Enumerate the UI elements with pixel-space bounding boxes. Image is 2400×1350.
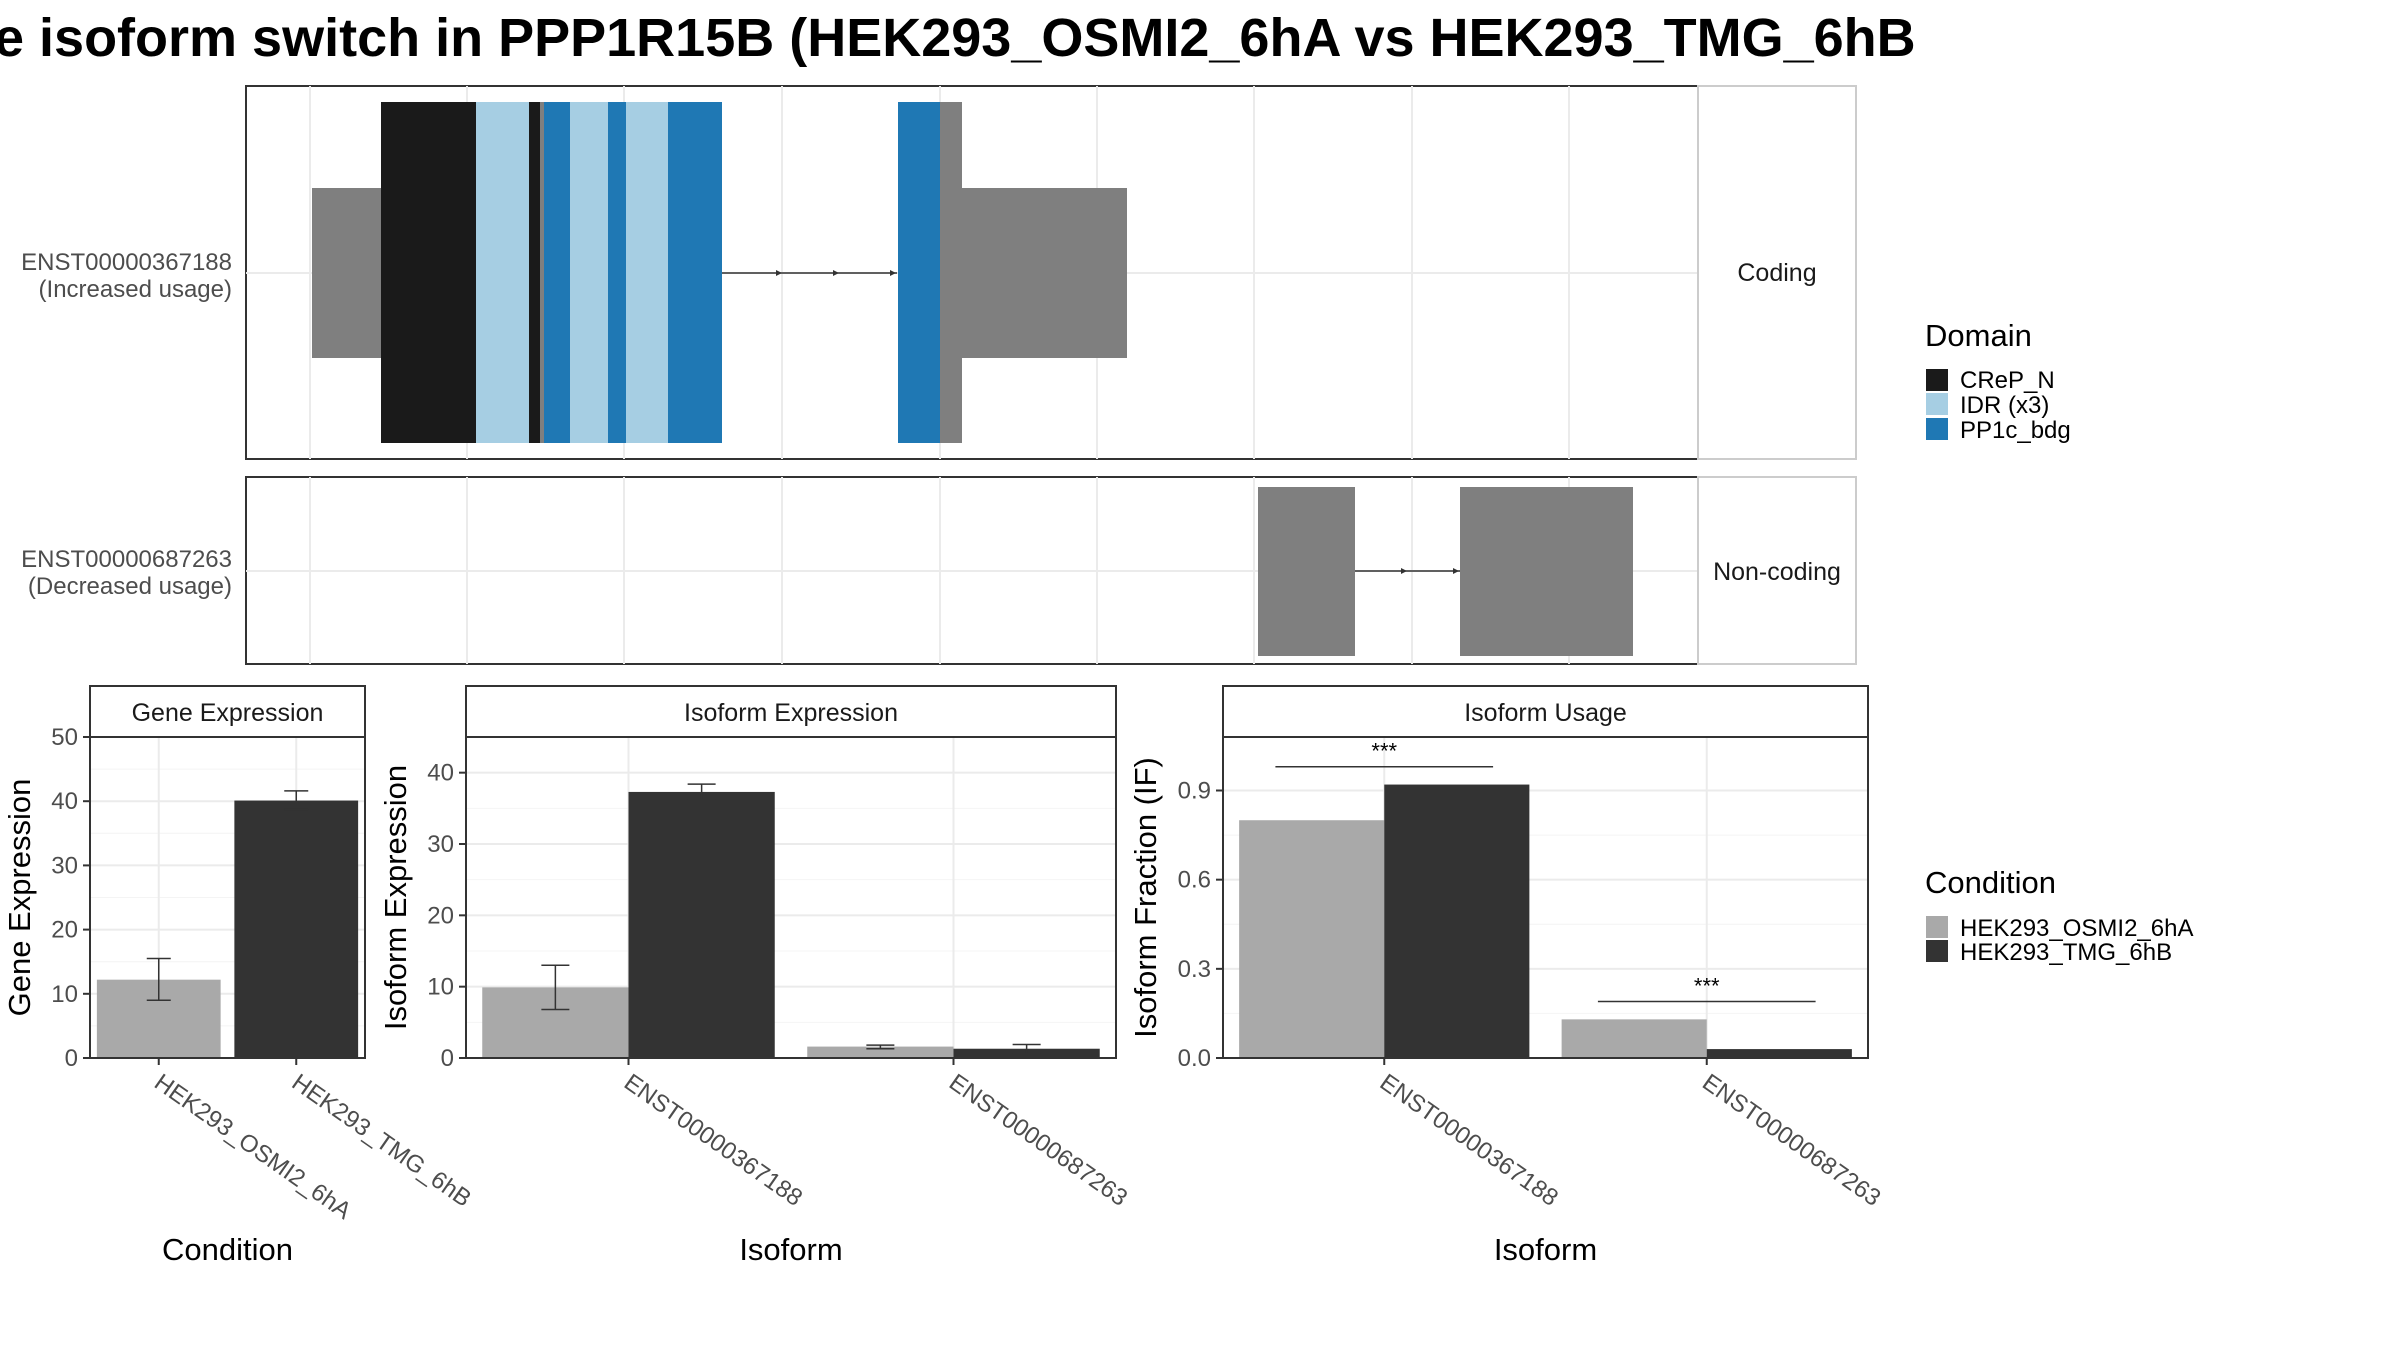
track1-utr5-exon [312, 188, 382, 358]
track2-label-line1: ENST00000687263 [21, 546, 232, 573]
track1-exon-gap [540, 102, 544, 443]
usage-bar [1239, 820, 1385, 1058]
isoform-usage-panel: Isoform Usage 0.0 0.3 0.6 0.9 *** *** ENST00000… [1128, 685, 1886, 1267]
track1-domain-pp1c-2 [608, 102, 626, 443]
isoexp-xtick-label: ENST00000687263 [944, 1069, 1132, 1212]
gene-ytick-label: 0 [65, 1045, 78, 1072]
usage-ytick-label: 0.9 [1178, 778, 1211, 805]
isoexp-ytick-label: 10 [427, 974, 454, 1001]
track1-domain-idr-3 [626, 102, 668, 443]
track1-label-line2: (Increased usage) [39, 276, 232, 303]
legend-swatch-crep [1926, 369, 1948, 391]
gene-strip [89, 685, 366, 738]
usage-xtick-label: ENST00000367188 [1375, 1069, 1563, 1212]
figure-title: e isoform switch in PPP1R15B (HEK293_OSM… [0, 8, 1916, 68]
track1-domain-idr-2 [570, 102, 608, 443]
track2-label-line2: (Decreased usage) [28, 573, 232, 600]
track2-strip [1697, 476, 1857, 665]
gene-xaxis-title: Condition [162, 1232, 293, 1267]
usage-xaxis-title: Isoform [1494, 1232, 1597, 1267]
track1-domain-crep [381, 102, 476, 443]
isoexp-ytick-label: 0 [441, 1045, 454, 1072]
gene-ytick-label: 40 [51, 788, 78, 815]
track1-domain-idr-1 [476, 102, 529, 443]
track-coding: Coding ENST00000367188 (Increased usage) [21, 85, 1857, 460]
gene-strip-title: Gene Expression [132, 699, 324, 727]
isoexp-xtick-label: ENST00000367188 [619, 1069, 807, 1212]
legend-label-idr: IDR (x3) [1960, 392, 2049, 419]
condition-legend-title: Condition [1925, 865, 2056, 900]
isoexp-ytick-label: 30 [427, 831, 454, 858]
usage-ytick-label: 0.3 [1178, 956, 1211, 983]
usage-bar [1706, 1049, 1852, 1058]
track1-domain-crep-tail [529, 102, 540, 443]
track1-intron-arrow-1 [776, 270, 782, 276]
gene-yaxis-title: Gene Expression [2, 779, 37, 1017]
track2-intron-arrow-1 [1401, 568, 1407, 574]
isoexp-ytick-label: 20 [427, 902, 454, 929]
isoform-expression-panel: Isoform Expression 0 10 20 30 40 ENST000003671… [378, 685, 1132, 1267]
domain-legend-title: Domain [1925, 318, 2032, 353]
usage-significance-label: *** [1694, 974, 1720, 999]
track2-strip-label: Non-coding [1713, 558, 1841, 586]
track-noncoding: Non-coding ENST00000687263 (Decreased us… [21, 476, 1857, 665]
track2-exon-1 [1258, 487, 1355, 656]
track1-utr3-exon [962, 188, 1127, 358]
gene-ytick-label: 30 [51, 852, 78, 879]
structure-panel: Coding ENST00000367188 (Increased usage) [21, 85, 1857, 665]
legend-swatch-pp1c [1926, 418, 1948, 440]
track2-intron-arrow-2 [1453, 568, 1459, 574]
usage-strip-title: Isoform Usage [1464, 699, 1627, 727]
usage-significance-label: *** [1371, 739, 1397, 764]
isoexp-bar [807, 1046, 954, 1058]
track1-domain-pp1c-4 [898, 102, 940, 443]
track2-exon-2 [1460, 487, 1633, 656]
track1-domain-pp1c-3 [668, 102, 722, 443]
legend-swatch-idr [1926, 393, 1948, 415]
track1-coding-exon-end [940, 102, 962, 443]
isoexp-yaxis-title: Isoform Expression [378, 765, 413, 1030]
legend-label-cond-a: HEK293_OSMI2_6hA [1960, 915, 2193, 942]
usage-xtick-label: ENST00000687263 [1697, 1069, 1885, 1212]
gene-ytick-label: 10 [51, 981, 78, 1008]
track1-intron-arrow-2 [833, 270, 839, 276]
gene-panel-border [89, 736, 366, 1059]
legend-swatch-cond-b [1926, 940, 1948, 962]
gene-ytick-label: 20 [51, 917, 78, 944]
isoexp-strip-title: Isoform Expression [684, 699, 898, 727]
gene-bar [234, 800, 359, 1058]
isoexp-strip [465, 685, 1117, 738]
legend-swatch-cond-a [1926, 916, 1948, 938]
usage-bar [1384, 784, 1530, 1058]
usage-yaxis-title: Isoform Fraction (IF) [1128, 757, 1163, 1038]
track1-intron-arrow-3 [890, 270, 896, 276]
domain-legend: Domain CReP_N IDR (x3) PP1c_bdg [1925, 318, 2071, 444]
legend-label-cond-b: HEK293_TMG_6hB [1960, 939, 2172, 966]
condition-legend: Condition HEK293_OSMI2_6hA HEK293_TMG_6h… [1925, 865, 2193, 966]
usage-panel-border [1222, 736, 1869, 1059]
legend-label-crep: CReP_N [1960, 367, 2055, 394]
gene-ytick-label: 50 [51, 724, 78, 751]
track1-strip [1697, 85, 1857, 460]
usage-ytick-label: 0.0 [1178, 1045, 1211, 1072]
usage-ytick-label: 0.6 [1178, 867, 1211, 894]
gene-expression-panel: Gene Expression01020304050HEK293_OSMI2_6… [2, 685, 476, 1267]
isoexp-panel-border [465, 736, 1117, 1059]
track1-domain-pp1c-1 [544, 102, 570, 443]
isoexp-ytick-label: 40 [427, 760, 454, 787]
isoexp-bar [628, 791, 775, 1058]
track1-label-line1: ENST00000367188 [21, 249, 232, 276]
usage-bar [1561, 1019, 1707, 1058]
usage-strip [1222, 685, 1869, 738]
isoexp-xaxis-title: Isoform [739, 1232, 842, 1267]
legend-label-pp1c: PP1c_bdg [1960, 417, 2071, 444]
track1-strip-label: Coding [1737, 259, 1816, 287]
